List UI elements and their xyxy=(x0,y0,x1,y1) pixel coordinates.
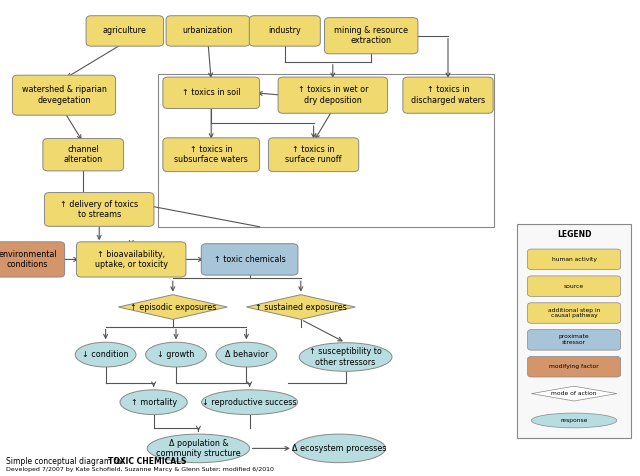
Text: modifying factor: modifying factor xyxy=(549,364,599,369)
Text: proximate
stressor: proximate stressor xyxy=(559,335,589,345)
Bar xyxy=(159,74,494,227)
Ellipse shape xyxy=(147,434,250,463)
Text: ↓ reproductive success: ↓ reproductive success xyxy=(202,398,297,407)
Text: LEGEND: LEGEND xyxy=(557,230,591,238)
Text: Simple conceptual diagram for: Simple conceptual diagram for xyxy=(6,456,127,466)
Text: channel
alteration: channel alteration xyxy=(63,145,103,164)
FancyBboxPatch shape xyxy=(77,242,186,277)
Text: Δ behavior: Δ behavior xyxy=(225,350,268,359)
FancyBboxPatch shape xyxy=(0,242,65,277)
Text: source: source xyxy=(564,284,584,288)
Text: ↑ toxic chemicals: ↑ toxic chemicals xyxy=(214,255,285,264)
FancyBboxPatch shape xyxy=(250,16,321,46)
Text: ↑ episodic exposures: ↑ episodic exposures xyxy=(130,303,216,311)
Ellipse shape xyxy=(300,343,392,371)
FancyBboxPatch shape xyxy=(13,75,115,115)
FancyBboxPatch shape xyxy=(163,77,260,109)
Ellipse shape xyxy=(76,342,136,367)
Text: human activity: human activity xyxy=(552,257,596,262)
FancyBboxPatch shape xyxy=(43,139,124,171)
Ellipse shape xyxy=(531,413,617,428)
Text: mining & resource
extraction: mining & resource extraction xyxy=(334,26,408,45)
FancyBboxPatch shape xyxy=(163,138,260,171)
FancyBboxPatch shape xyxy=(45,192,154,226)
Text: ↑ toxics in
subsurface waters: ↑ toxics in subsurface waters xyxy=(174,145,248,164)
Text: response: response xyxy=(561,418,588,423)
Text: ↑ toxics in
surface runoff: ↑ toxics in surface runoff xyxy=(285,145,342,164)
Polygon shape xyxy=(531,386,617,401)
FancyBboxPatch shape xyxy=(403,77,493,113)
Text: environmental
conditions: environmental conditions xyxy=(0,250,57,269)
Text: ↑ toxics in wet or
dry deposition: ↑ toxics in wet or dry deposition xyxy=(298,86,368,105)
Polygon shape xyxy=(246,295,355,319)
Text: additional step in
causal pathway: additional step in causal pathway xyxy=(548,307,600,318)
FancyBboxPatch shape xyxy=(527,249,621,269)
Text: mode of action: mode of action xyxy=(551,391,597,396)
Text: industry: industry xyxy=(268,27,301,35)
FancyBboxPatch shape xyxy=(201,244,298,275)
Ellipse shape xyxy=(216,342,277,367)
Text: ↑ mortality: ↑ mortality xyxy=(131,398,177,407)
Text: ↓ condition: ↓ condition xyxy=(83,350,129,359)
Text: ↑ sustained exposures: ↑ sustained exposures xyxy=(255,303,347,311)
Text: ↑ toxics in
discharged waters: ↑ toxics in discharged waters xyxy=(411,86,485,105)
FancyBboxPatch shape xyxy=(324,18,418,54)
FancyBboxPatch shape xyxy=(527,330,621,350)
Text: agriculture: agriculture xyxy=(103,27,147,35)
FancyBboxPatch shape xyxy=(86,16,164,46)
Polygon shape xyxy=(118,295,227,319)
FancyBboxPatch shape xyxy=(278,77,388,113)
Ellipse shape xyxy=(120,390,187,415)
Text: ↑ delivery of toxics
to streams: ↑ delivery of toxics to streams xyxy=(60,200,138,219)
Text: ↑ susceptibility to
other stressors: ↑ susceptibility to other stressors xyxy=(309,347,382,367)
Text: urbanization: urbanization xyxy=(183,27,233,35)
Text: watershed & riparian
devegetation: watershed & riparian devegetation xyxy=(22,86,106,105)
FancyBboxPatch shape xyxy=(527,276,621,297)
Ellipse shape xyxy=(293,434,385,463)
Ellipse shape xyxy=(146,342,206,367)
FancyBboxPatch shape xyxy=(269,138,359,171)
Text: TOXIC CHEMICALS: TOXIC CHEMICALS xyxy=(108,456,186,466)
Text: Δ population &
community structure: Δ population & community structure xyxy=(156,439,241,458)
Bar xyxy=(517,224,631,438)
FancyBboxPatch shape xyxy=(527,303,621,323)
Text: ↓ growth: ↓ growth xyxy=(157,350,195,359)
Text: Developed 7/2007 by Kate Schofield, Suzanne Marcy & Glenn Suter; modified 6/2010: Developed 7/2007 by Kate Schofield, Suza… xyxy=(6,467,275,472)
FancyBboxPatch shape xyxy=(527,357,621,377)
FancyBboxPatch shape xyxy=(166,16,250,46)
Ellipse shape xyxy=(202,390,298,415)
Text: Δ ecosystem processes: Δ ecosystem processes xyxy=(292,444,387,453)
Text: ↑ toxics in soil: ↑ toxics in soil xyxy=(182,89,241,97)
Text: ↑ bioavailability,
uptake, or toxicity: ↑ bioavailability, uptake, or toxicity xyxy=(95,250,168,269)
